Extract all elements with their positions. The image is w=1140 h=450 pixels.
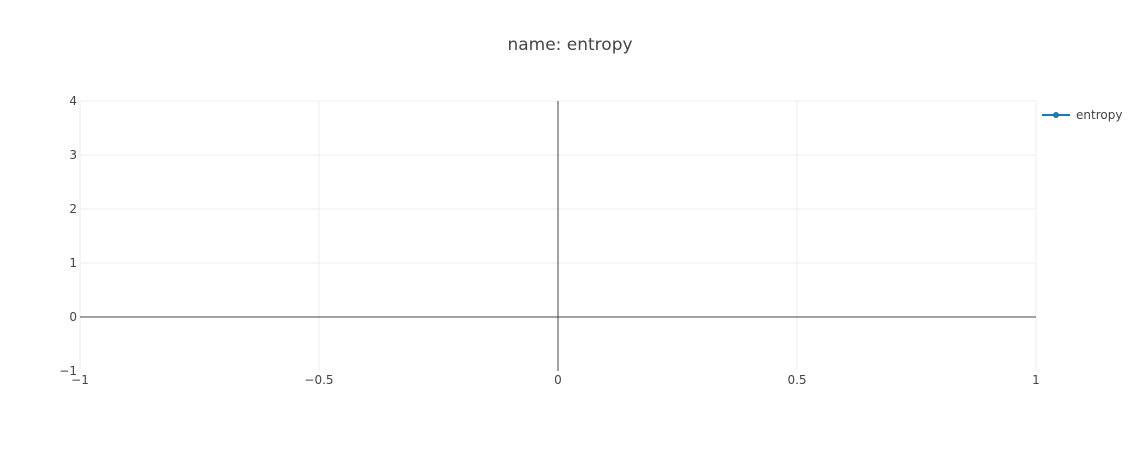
y-tick-label: 2 — [69, 202, 77, 216]
x-tick-label: 0 — [554, 373, 562, 387]
y-axis-ticks: −1 0 1 2 3 4 — [59, 94, 77, 378]
legend-marker-icon — [1053, 112, 1059, 118]
y-tick-label: 0 — [69, 310, 77, 324]
x-axis-ticks: −1 −0.5 0 0.5 1 — [71, 373, 1040, 387]
y-tick-label: 4 — [69, 94, 77, 108]
x-tick-label: 1 — [1032, 373, 1040, 387]
legend-item[interactable]: entropy — [1042, 108, 1122, 122]
legend[interactable]: entropy — [1042, 108, 1122, 122]
legend-label: entropy — [1076, 108, 1122, 122]
y-tick-label: −1 — [59, 364, 77, 378]
chart-title: name: entropy — [507, 35, 632, 55]
y-tick-label: 1 — [69, 256, 77, 270]
x-tick-label: −1 — [71, 373, 89, 387]
y-tick-label: 3 — [69, 148, 77, 162]
plot-area — [79, 100, 1037, 371]
x-tick-label: −0.5 — [304, 373, 333, 387]
x-tick-label: 0.5 — [787, 373, 806, 387]
